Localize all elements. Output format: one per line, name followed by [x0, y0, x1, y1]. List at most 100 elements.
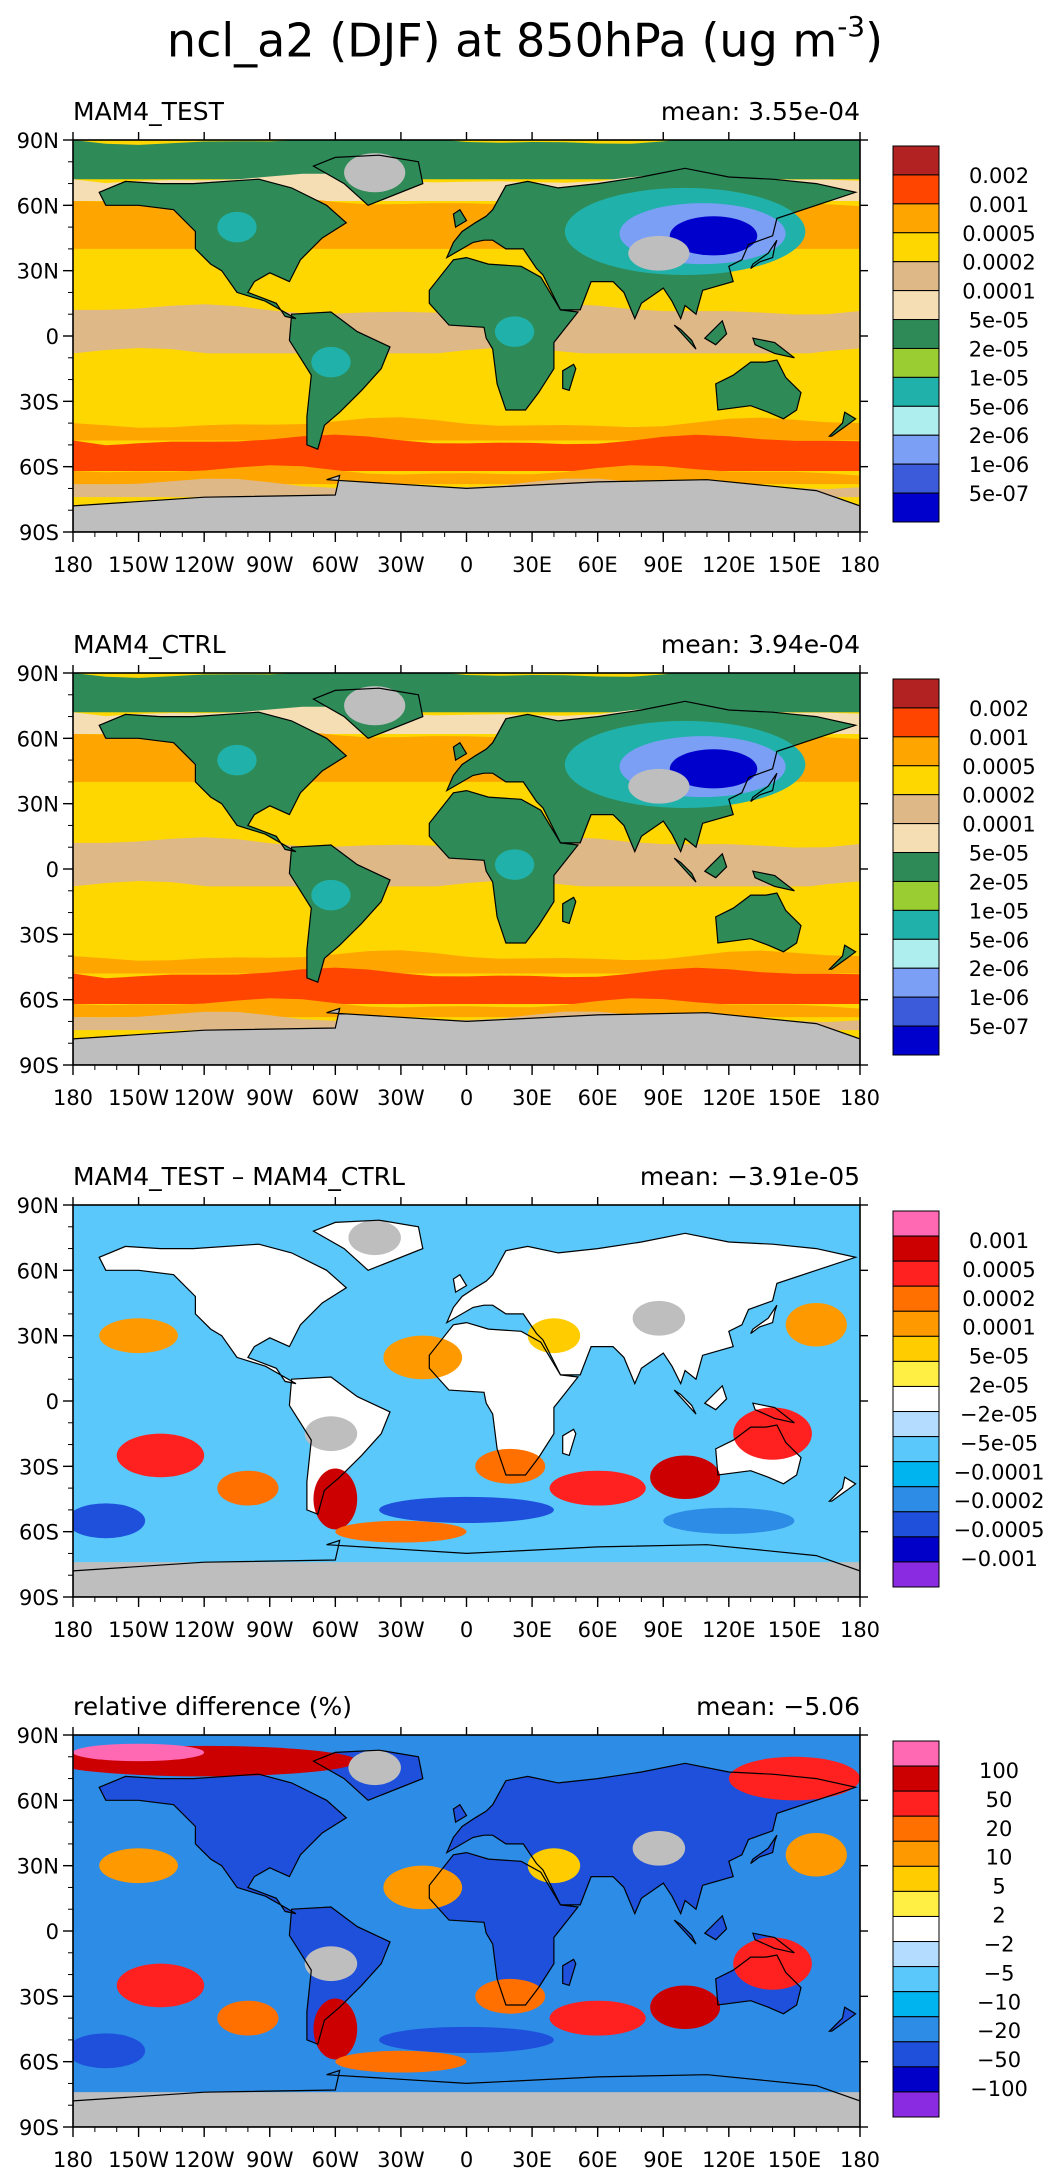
land-field — [429, 1322, 578, 1475]
x-tick-label: 90W — [246, 1086, 294, 1110]
colorbar-box — [892, 203, 940, 234]
coastline — [562, 1958, 577, 1987]
land-field — [99, 179, 347, 319]
x-tick-label: 90W — [246, 553, 294, 577]
field-anomaly — [475, 1978, 546, 2014]
colorbar-box — [892, 1941, 940, 1968]
colorbar-label: 5e-05 — [969, 1345, 1030, 1369]
y-tick-label: 30N — [17, 793, 59, 817]
colorbar-label: 0.0001 — [962, 280, 1035, 304]
colorbar-box — [892, 232, 940, 263]
colorbar-box — [892, 405, 940, 436]
x-tick-label: 90E — [643, 2148, 683, 2172]
y-tick-label: 90S — [19, 1054, 59, 1078]
field-minimum — [669, 749, 758, 789]
field-band — [73, 880, 860, 917]
colorbar-box — [892, 1840, 940, 1867]
colorbar-label: 0.0001 — [962, 1316, 1035, 1340]
field-band — [73, 673, 860, 713]
coastline — [98, 1243, 348, 1385]
y-tick-label: 0 — [46, 1390, 59, 1414]
x-tick-label: 60W — [312, 553, 360, 577]
y-tick-label: 90N — [17, 662, 59, 686]
colorbar-label: −0.001 — [960, 1547, 1038, 1571]
colorbar-box — [892, 2066, 940, 2093]
colorbar-box — [892, 1915, 940, 1943]
x-tick-label: 30W — [377, 2148, 425, 2172]
panel-title-left: MAM4_TEST – MAM4_CTRL — [73, 1162, 405, 1191]
colorbar-box — [892, 261, 940, 292]
x-tick-label: 90E — [643, 1618, 683, 1642]
map-panel-4: relative difference (%) mean: −5.06 180 150… — [17, 1692, 1028, 2172]
colorbar-box — [892, 1385, 940, 1413]
x-tick-label: 120W — [174, 553, 235, 577]
field-band — [73, 347, 860, 384]
coastline — [750, 772, 778, 802]
x-tick-label: 180 — [840, 1086, 880, 1110]
colorbar-box — [892, 765, 940, 796]
colorbar-box — [892, 852, 940, 882]
coastline — [98, 178, 348, 320]
panel-title-left: relative difference (%) — [73, 1692, 352, 1721]
colorbar-label: 1e-06 — [969, 986, 1030, 1010]
colorbar-label: 10 — [986, 1846, 1013, 1870]
coastline — [703, 319, 728, 346]
colorbar-box — [892, 145, 940, 176]
x-tick-label: 90E — [643, 1086, 683, 1110]
x-tick-label: 150E — [768, 553, 821, 577]
coastline — [751, 1932, 795, 1954]
colorbar: 100 50 20 10 5 2 −2 −5 −10 −20 −50 −100 — [892, 1740, 1028, 2118]
field-band — [73, 465, 860, 485]
colorbar-label: −0.0005 — [953, 1518, 1044, 1542]
coastline — [445, 1762, 858, 1916]
colorbar-label: 5e-07 — [969, 1015, 1030, 1039]
colorbar-label: 5 — [992, 1875, 1005, 1899]
land-field — [99, 1774, 347, 1914]
land-field — [429, 1852, 578, 2005]
field-anomaly — [650, 1455, 721, 1499]
coastline — [751, 1402, 795, 1424]
field-anomaly — [733, 1937, 812, 1990]
field-minimum — [311, 879, 351, 911]
land-field — [73, 1008, 860, 1065]
x-tick-label: 30W — [377, 1086, 425, 1110]
field-anomaly — [73, 1503, 146, 1539]
land-field — [99, 712, 347, 852]
coastline — [73, 1007, 860, 1065]
field-anomaly — [663, 1507, 795, 1534]
colorbar-label: 1e-05 — [969, 899, 1030, 923]
field-anomaly — [99, 1848, 178, 1884]
field-anomaly — [728, 1756, 860, 1801]
coastline — [751, 870, 795, 892]
x-tick-label: 90W — [246, 1618, 294, 1642]
panel-title-left: MAM4_TEST — [73, 97, 225, 126]
coastline — [673, 1919, 697, 1945]
panel-title-right: mean: 3.55e-04 — [661, 97, 860, 126]
land-field — [715, 360, 801, 419]
field-anomaly — [383, 1865, 463, 1910]
colorbar-label: 0.002 — [969, 164, 1029, 188]
coastline — [73, 2069, 860, 2127]
field-anomaly — [116, 1963, 205, 2008]
field-minimum — [217, 211, 257, 243]
colorbar-box — [892, 319, 940, 349]
coastline — [452, 208, 468, 229]
colorbar-label: 0.001 — [969, 1229, 1029, 1253]
x-tick-label: 30E — [512, 1618, 552, 1642]
x-tick-label: 30E — [512, 553, 552, 577]
title-close: ) — [865, 13, 884, 68]
colorbar-box — [892, 290, 940, 321]
field-anomaly — [217, 1470, 279, 1506]
land-field — [562, 1429, 576, 1456]
coastline — [73, 474, 860, 532]
land-field — [562, 364, 576, 391]
field-band — [73, 967, 860, 1005]
x-tick-label: 150W — [108, 2148, 169, 2172]
colorbar-box — [892, 1260, 940, 1287]
coastline — [750, 239, 778, 269]
x-tick-label: 150E — [768, 1086, 821, 1110]
coastline — [288, 1906, 391, 2046]
panel-title-right: mean: −5.06 — [696, 1692, 860, 1721]
colorbar-box — [892, 434, 940, 465]
colorbar-label: −2e-05 — [960, 1402, 1038, 1426]
